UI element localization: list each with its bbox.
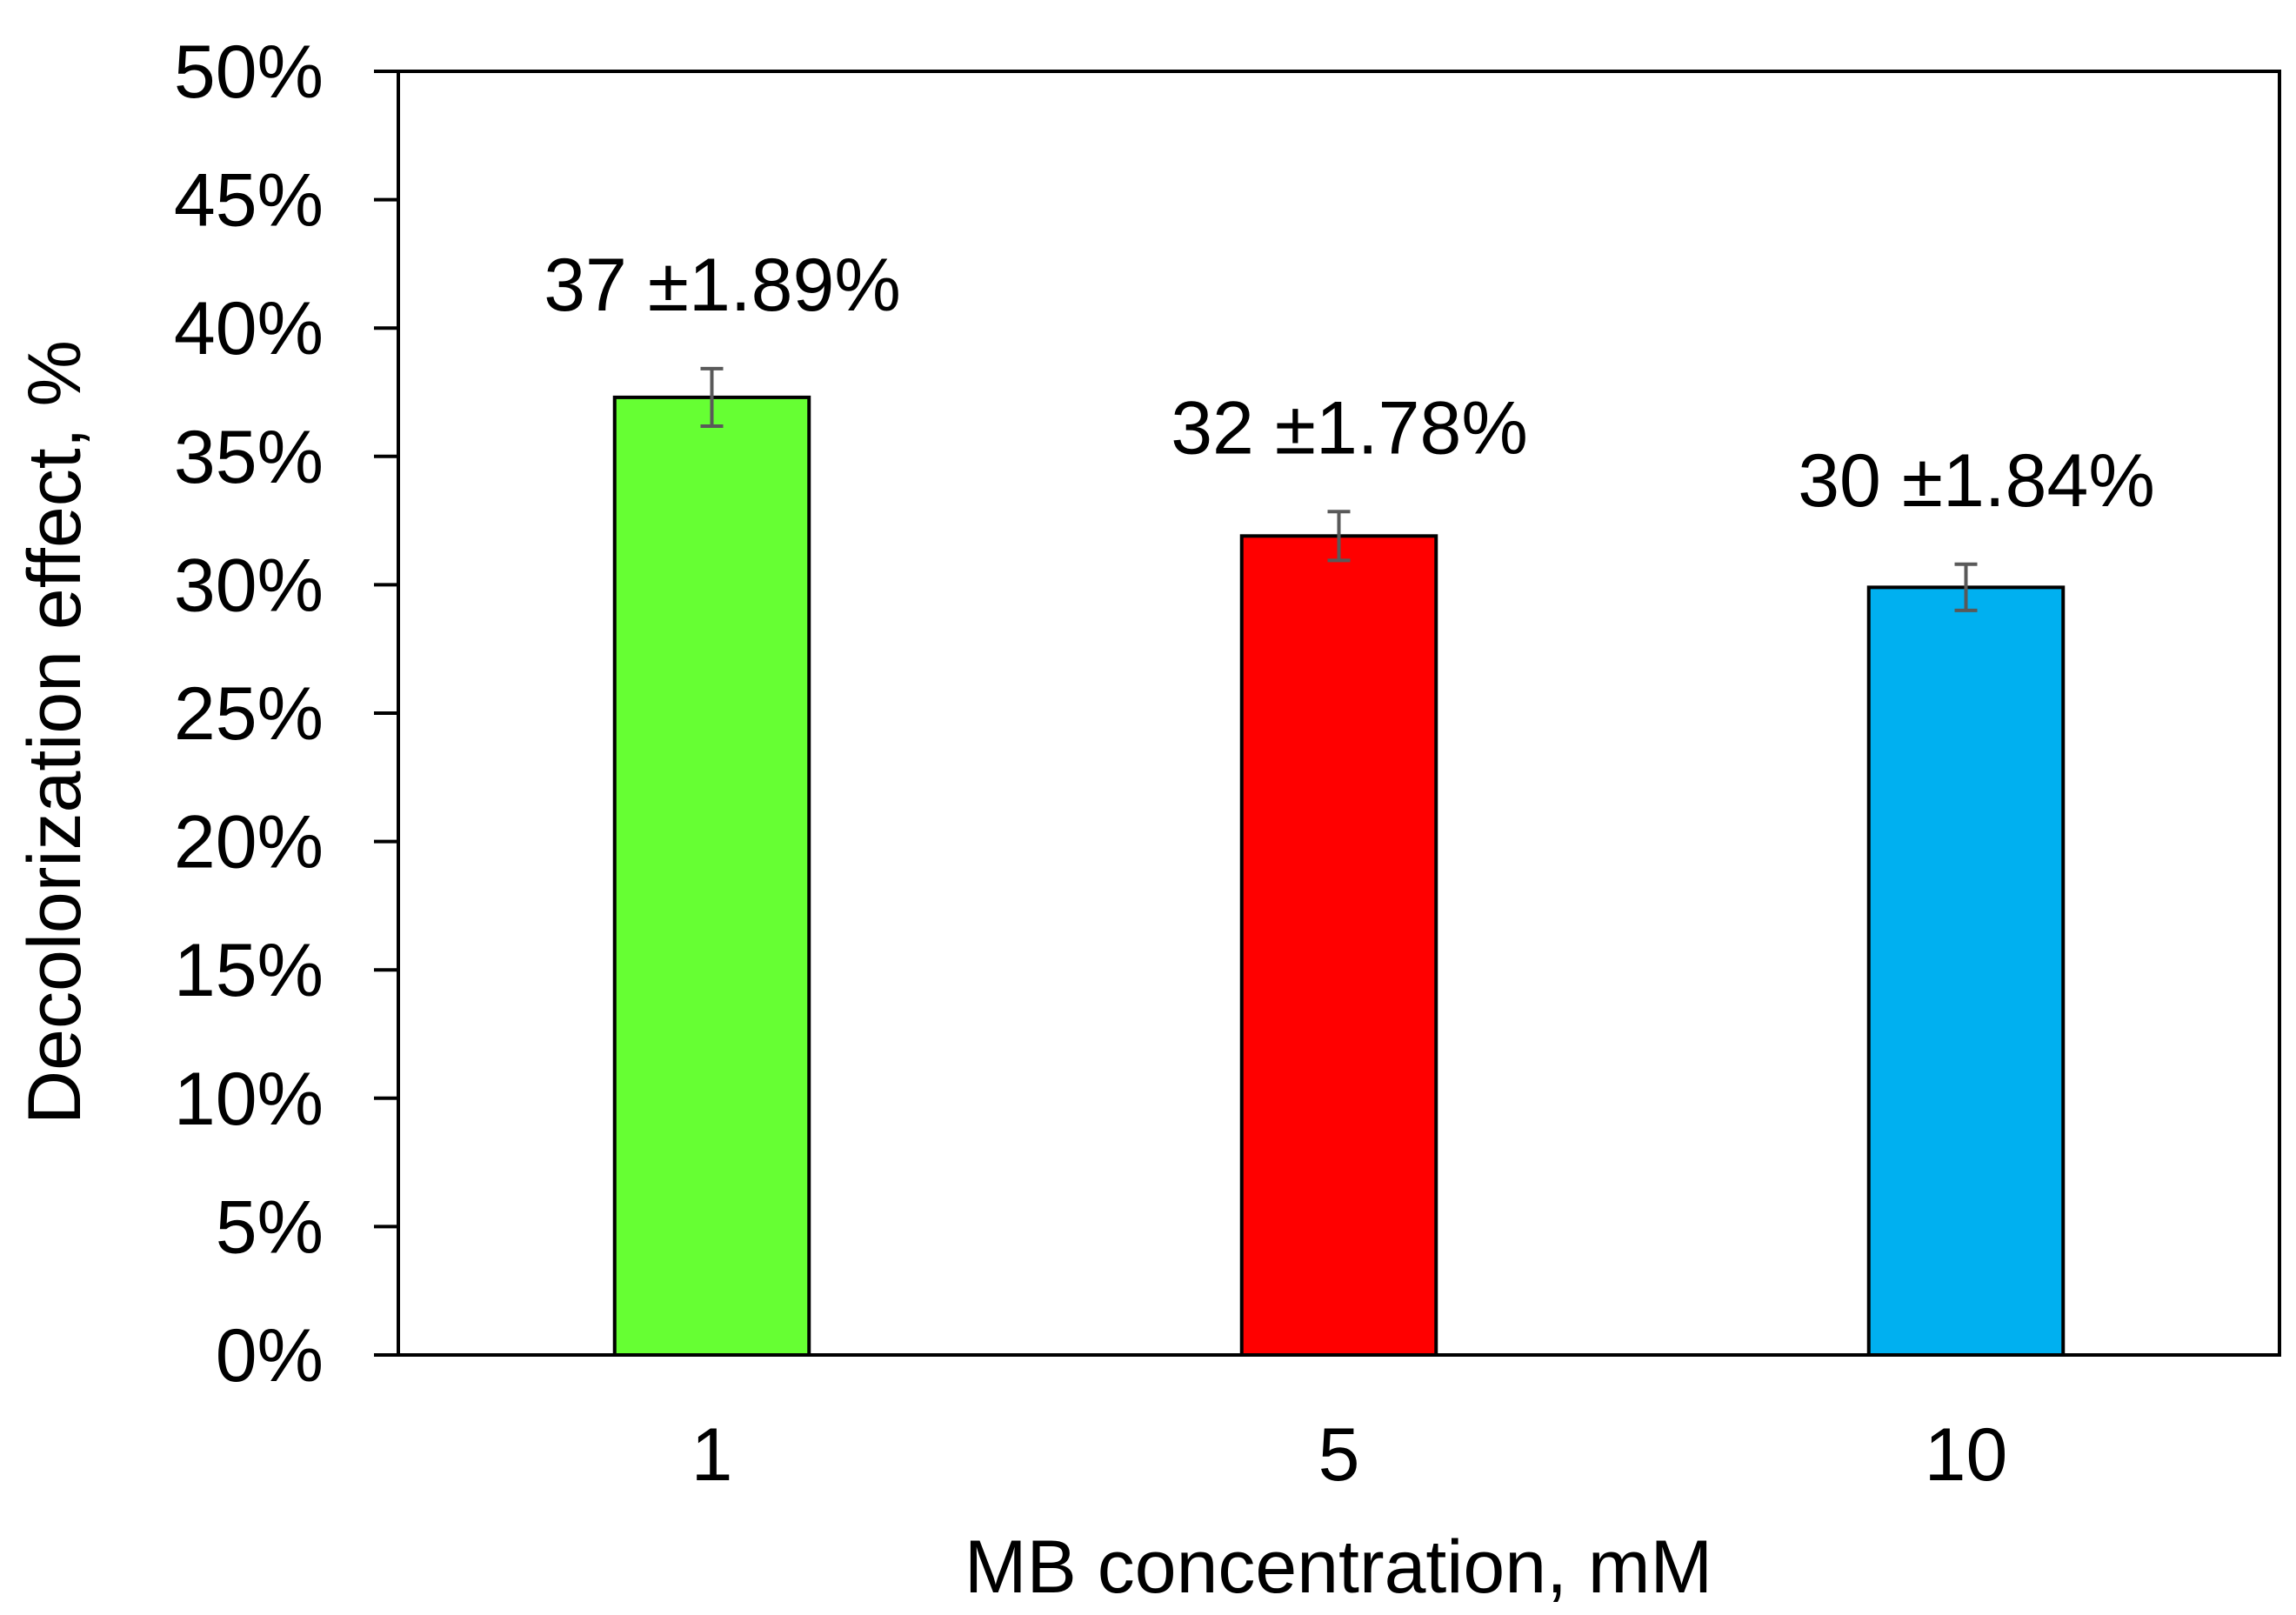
y-tick-label: 35% (174, 416, 324, 499)
y-axis: 0% 5% 10% 15% 20% 25% 30% 35% 40% 45% 50% (174, 30, 398, 1398)
bar-series (612, 395, 2066, 1357)
x-axis: 1 5 10 (691, 1413, 2008, 1497)
bar-10 (1866, 585, 2066, 1357)
y-tick-label: 30% (174, 544, 324, 627)
data-label-series: 37 ±1.89% 32 ±1.78% 30 ±1.84% (544, 244, 2155, 523)
y-tick-label: 10% (174, 1058, 324, 1141)
y-tick-label: 50% (174, 30, 324, 114)
bar-5 (1239, 534, 1438, 1357)
y-tick-label: 0% (216, 1314, 324, 1398)
data-label-1: 37 ±1.89% (544, 244, 901, 327)
bar-1 (612, 395, 811, 1357)
y-tick-label: 20% (174, 801, 324, 884)
y-axis-title: Decolorization effect, % (13, 340, 97, 1124)
y-tick-label: 5% (216, 1185, 324, 1269)
y-tick-label: 25% (174, 672, 324, 756)
y-tick-label: 40% (174, 287, 324, 370)
x-tick-label: 10 (1925, 1413, 2008, 1497)
data-label-10: 30 ±1.84% (1798, 439, 2155, 523)
y-tick-label: 15% (174, 929, 324, 1012)
error-bar-series (700, 366, 1978, 612)
x-tick-label: 5 (1318, 1413, 1360, 1497)
x-tick-label: 1 (691, 1413, 733, 1497)
data-label-5: 32 ±1.78% (1171, 386, 1528, 470)
y-tick-label: 45% (174, 159, 324, 243)
x-axis-title: MB concentration, mM (964, 1525, 1712, 1609)
